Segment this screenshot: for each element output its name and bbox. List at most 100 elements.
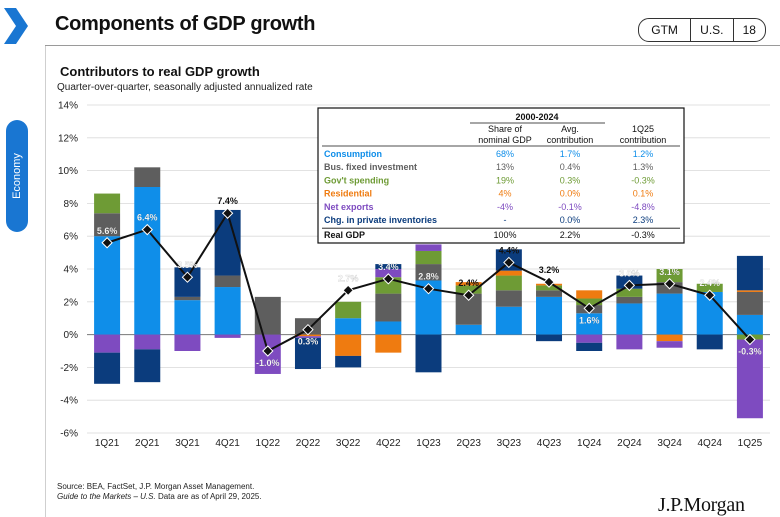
bar-consumption (616, 303, 643, 335)
bar-bus-fixed-investment (174, 296, 201, 301)
gtm-badge: GTM U.S. 18 (638, 18, 766, 42)
table-cell: 0.0% (560, 215, 581, 225)
bar-consumption (94, 236, 121, 335)
bar-consumption (335, 318, 362, 335)
source-date: Data are as of April 29, 2025. (155, 492, 262, 501)
table-cell: -4.8% (631, 202, 655, 212)
chart-subtitle: Quarter-over-quarter, seasonally adjuste… (57, 82, 313, 93)
bar-bus-fixed-investment (94, 213, 121, 237)
real-gdp-label: 7.4% (217, 196, 238, 206)
x-tick-label: 4Q21 (215, 438, 240, 449)
x-tick-label: 4Q24 (698, 438, 723, 449)
real-gdp-marker (623, 279, 636, 292)
real-gdp-marker (503, 256, 515, 269)
table-cell: -0.3% (631, 230, 655, 240)
bar-consumption (375, 321, 402, 335)
real-gdp-marker (462, 289, 475, 301)
bar-bus-fixed-investment (375, 293, 402, 322)
real-gdp-marker (302, 323, 314, 336)
table-cell: 4% (498, 189, 511, 199)
table-cell: 0.4% (560, 162, 581, 172)
table-row-label: Gov't spending (324, 175, 389, 185)
table-row-label: Real GDP (324, 230, 365, 240)
real-gdp-marker (101, 237, 113, 249)
bar-bus-fixed-investment (736, 291, 763, 315)
bar-bus-fixed-investment (254, 296, 281, 335)
bar-net-exports (616, 334, 643, 350)
bar-bus-fixed-investment (134, 167, 161, 187)
table-cell: -0.3% (631, 175, 655, 185)
bar-chg-in-private-inventories (576, 342, 603, 351)
y-tick-label: 0% (64, 330, 79, 341)
bar-net-exports (656, 341, 683, 348)
bar-residential (495, 270, 522, 276)
real-gdp-label: 2.4% (458, 278, 479, 288)
bar-chg-in-private-inventories (335, 355, 362, 368)
real-gdp-label: 3.4% (378, 262, 399, 272)
real-gdp-marker (141, 223, 153, 236)
bar-net-exports (415, 244, 442, 251)
x-tick-label: 1Q23 (416, 438, 441, 449)
bar-net-exports (736, 339, 763, 419)
table-row-label: Residential (324, 189, 372, 199)
bar-bus-fixed-investment (616, 296, 643, 304)
real-gdp-marker (704, 289, 716, 301)
bar-consumption (576, 313, 603, 335)
x-tick-label: 2Q23 (456, 438, 481, 449)
bar-gov-t-spending (94, 193, 121, 214)
real-gdp-marker (181, 271, 194, 283)
bar-consumption (736, 314, 763, 335)
real-gdp-marker (382, 273, 395, 285)
y-tick-label: -4% (60, 396, 78, 407)
chevron-icon (4, 8, 28, 44)
bar-residential (375, 334, 402, 353)
bar-net-exports (174, 334, 201, 351)
bar-bus-fixed-investment (214, 275, 241, 288)
bar-gov-t-spending (495, 275, 522, 291)
table-cell: 0.0% (560, 189, 581, 199)
real-gdp-label: 3.5% (177, 260, 198, 270)
table-cell: 100% (493, 230, 516, 240)
bar-net-exports (375, 269, 402, 278)
bar-bus-fixed-investment (415, 264, 442, 281)
table-row-label: Bus. fixed investment (324, 162, 417, 172)
bar-consumption (134, 187, 161, 335)
bar-residential (335, 334, 362, 356)
real-gdp-label: 2.8% (418, 272, 439, 282)
real-gdp-marker (663, 278, 676, 290)
real-gdp-label: -1.0% (256, 358, 280, 368)
bar-consumption (656, 293, 683, 335)
economy-side-tab[interactable]: Economy (6, 120, 28, 232)
table-column-header: contribution (547, 135, 594, 145)
real-gdp-label: 2.4% (699, 278, 720, 288)
bar-gov-t-spending (415, 250, 442, 265)
bar-chg-in-private-inventories (375, 264, 402, 269)
table-cell: -4% (497, 202, 513, 212)
bar-chg-in-private-inventories (415, 334, 442, 373)
table-cell: 68% (496, 149, 514, 159)
summary-table (317, 107, 685, 244)
real-gdp-label: 3.2% (539, 265, 560, 275)
x-tick-label: 3Q21 (175, 438, 200, 449)
table-cell: 0.1% (633, 189, 654, 199)
y-tick-label: -6% (60, 429, 78, 440)
bar-gov-t-spending (696, 283, 723, 292)
table-group-header: 2000-2024 (515, 112, 558, 122)
bar-chg-in-private-inventories (294, 337, 321, 370)
x-tick-label: 1Q25 (738, 438, 763, 449)
table-cell: 2.2% (560, 230, 581, 240)
bar-net-exports (214, 334, 241, 338)
bar-gov-t-spending (616, 288, 643, 297)
table-cell: 13% (496, 162, 514, 172)
y-tick-label: 10% (58, 166, 78, 177)
bar-net-exports (576, 334, 603, 343)
real-gdp-label: 5.6% (97, 226, 118, 236)
jpmorgan-logo: J.P.Morgan (658, 494, 745, 516)
page-title: Components of GDP growth (55, 13, 316, 35)
table-cell: 0.3% (560, 175, 581, 185)
real-gdp-label: 1.6% (579, 315, 600, 325)
table-column-header: Share of (488, 124, 523, 134)
x-tick-label: 3Q24 (657, 438, 682, 449)
badge-gtm: GTM (639, 19, 692, 41)
table-column-header: contribution (620, 135, 667, 145)
